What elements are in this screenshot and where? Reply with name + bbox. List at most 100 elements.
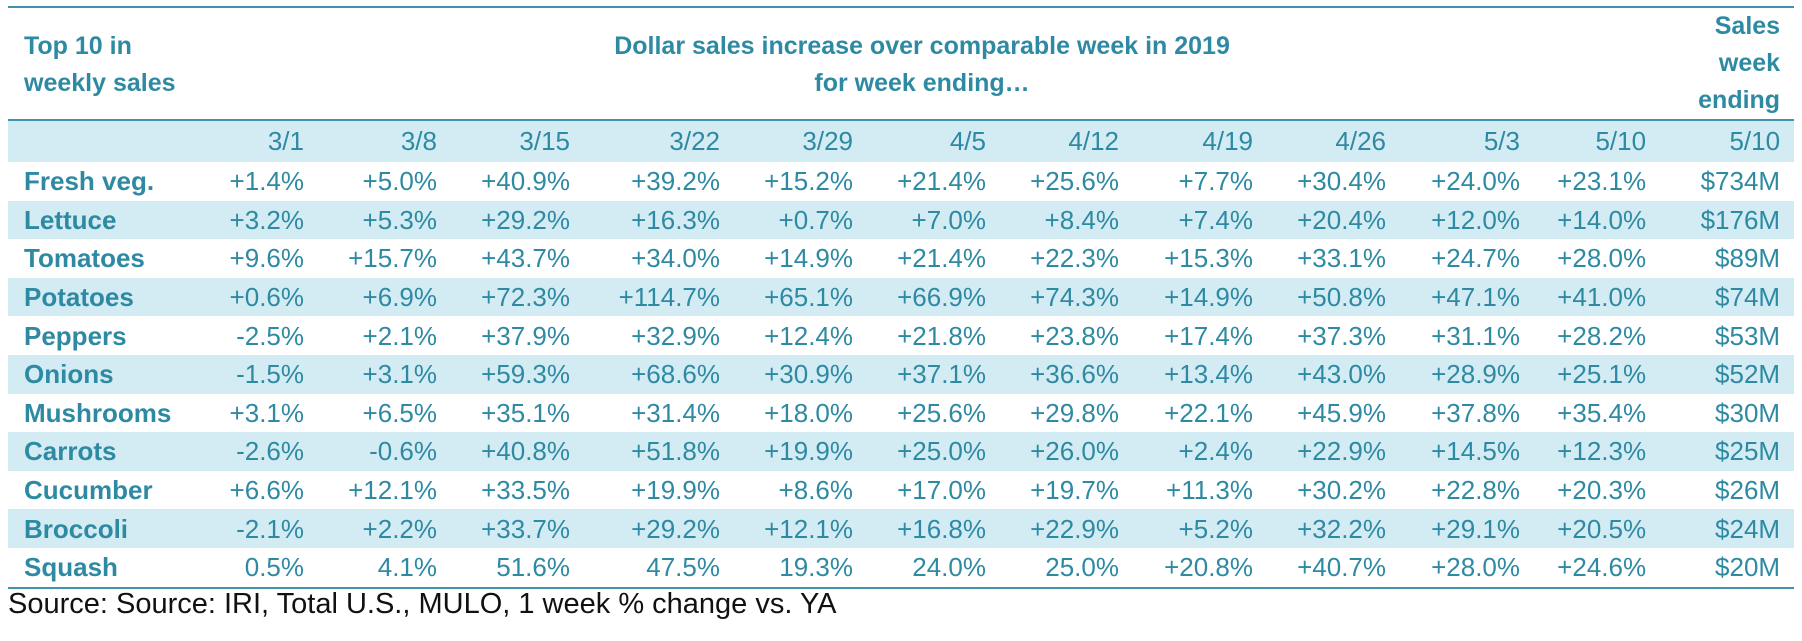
pct-change-cell: 25.0%	[1000, 547, 1133, 589]
table-row: Mushrooms +3.1% +6.5% +35.1% +31.4% +18.0% +25…	[8, 394, 1794, 433]
pct-change-cell: +15.7%	[348, 243, 437, 274]
sales-value-cell: $52M	[1660, 354, 1795, 394]
corner-header-line-2: weekly sales	[24, 69, 176, 97]
sales-week-header-line-3: ending	[1698, 86, 1781, 114]
sales-value-cell: $734M	[1700, 166, 1781, 197]
sales-value-cell: $25M	[1660, 432, 1795, 471]
pct-change-cell: +24.7%	[1431, 243, 1520, 274]
pct-change-cell: +2.4%	[1133, 432, 1267, 471]
week-header-cell: 4/26	[1267, 119, 1400, 162]
pct-change-cell: +20.5%	[1534, 509, 1661, 548]
pct-change-cell: +11.3%	[1166, 475, 1253, 506]
table-row: Tomatoes +9.6% +15.7% +43.7% +34.0% +14.9% +21…	[8, 239, 1794, 278]
pct-change-cell: +33.7%	[451, 509, 584, 548]
week-header-cell: 3/8	[318, 119, 451, 162]
row-label: Squash	[8, 547, 184, 589]
week-header-cell: 4/12	[1000, 119, 1133, 162]
pct-change-cell: +14.9%	[764, 243, 853, 274]
pct-change-cell: +28.2%	[1557, 320, 1647, 351]
pct-change-cell: +30.2%	[1297, 475, 1386, 506]
pct-change-cell: +14.0%	[1534, 200, 1661, 240]
week-header-cell: 5/10	[1534, 119, 1661, 162]
pct-change-cell: +39.2%	[631, 166, 720, 197]
pct-change-cell: +28.0%	[1557, 243, 1647, 274]
pct-change-cell: +6.6%	[229, 475, 304, 506]
sales-value-cell: $176M	[1660, 200, 1795, 240]
sales-week-header-line-1: Sales	[1714, 12, 1781, 40]
pct-change-cell: -2.6%	[184, 432, 318, 471]
pct-change-cell: +7.7%	[1178, 166, 1253, 197]
pct-change-cell: +16.8%	[867, 509, 1000, 548]
table-row: Squash 0.5% 4.1% 51.6% 47.5% 19.3% 24.0% 25.0% +…	[8, 547, 1795, 589]
sales-table-wrapper: Top 10 in weekly sales Dollar sales incr…	[8, 6, 1795, 589]
pct-change-cell: 0.5%	[184, 547, 318, 589]
source-note: Source: Source: IRI, Total U.S., MULO, 1…	[8, 588, 837, 620]
pct-change-cell: +14.5%	[1400, 432, 1534, 471]
pct-change-cell: +21.4%	[897, 243, 986, 274]
pct-change-cell: +29.1%	[1400, 509, 1534, 548]
pct-change-cell: +25.6%	[1030, 166, 1119, 197]
pct-change-cell: +32.2%	[1267, 509, 1400, 548]
pct-change-cell: +3.1%	[229, 397, 304, 428]
pct-change-cell: +37.9%	[481, 320, 570, 351]
pct-change-cell: +65.1%	[734, 277, 867, 317]
weekly-sales-table: Top 10 in weekly sales Dollar sales incr…	[8, 6, 1795, 589]
week-header-cell: 3/15	[451, 119, 584, 162]
pct-change-cell: +21.8%	[897, 320, 986, 351]
pct-change-cell: +8.6%	[778, 475, 853, 506]
pct-change-cell: +14.9%	[1133, 277, 1267, 317]
pct-change-cell: +20.4%	[1267, 200, 1400, 240]
pct-change-cell: +37.8%	[1431, 397, 1520, 428]
week-ending-row: 3/1 3/8 3/15 3/22 3/29 4/5 4/12 4/19 4/2…	[8, 119, 1795, 162]
pct-change-cell: +43.7%	[481, 243, 570, 274]
pct-change-cell: +12.0%	[1400, 200, 1534, 240]
pct-change-cell: +29.8%	[1030, 397, 1119, 428]
pct-change-cell: -2.5%	[236, 320, 304, 351]
row-label: Tomatoes	[24, 243, 145, 274]
pct-change-cell: +28.9%	[1400, 354, 1534, 394]
pct-change-cell: +30.4%	[1297, 166, 1386, 197]
pct-change-cell: +59.3%	[451, 354, 584, 394]
pct-change-cell: +1.4%	[229, 166, 304, 197]
pct-change-cell: +20.8%	[1133, 547, 1267, 589]
week-header-cell: 4/19	[1133, 119, 1267, 162]
pct-change-cell: -2.1%	[184, 509, 318, 548]
sales-value-cell: $24M	[1660, 509, 1795, 548]
pct-change-cell: +22.1%	[1164, 397, 1253, 428]
week-header-cell: 3/29	[734, 119, 867, 162]
pct-change-cell: +24.6%	[1534, 547, 1661, 589]
table-row: Broccoli -2.1% +2.2% +33.7% +29.2% +12.1% +16.…	[8, 509, 1795, 548]
pct-change-cell: +3.2%	[184, 200, 318, 240]
pct-change-cell: +43.0%	[1267, 354, 1400, 394]
corner-header-line-1: Top 10 in	[24, 32, 132, 60]
row-label: Lettuce	[8, 200, 184, 240]
pct-change-cell: +41.0%	[1534, 277, 1661, 317]
pct-change-cell: +5.3%	[318, 200, 451, 240]
pct-change-cell: +29.2%	[451, 200, 584, 240]
pct-change-cell: +19.9%	[734, 432, 867, 471]
row-label: Cucumber	[24, 475, 153, 506]
pct-change-cell: +22.8%	[1431, 475, 1520, 506]
pct-change-cell: -1.5%	[184, 354, 318, 394]
pct-change-cell: +5.0%	[362, 166, 437, 197]
pct-change-cell: +7.4%	[1133, 200, 1267, 240]
dollar-increase-header-line-1: Dollar sales increase over comparable we…	[614, 32, 1230, 60]
pct-change-cell: +17.4%	[1164, 320, 1253, 351]
pct-change-cell: +31.4%	[631, 397, 720, 428]
sales-week-header: Sales week ending	[1660, 6, 1795, 120]
pct-change-cell: +2.1%	[362, 320, 437, 351]
pct-change-cell: +37.3%	[1297, 320, 1386, 351]
pct-change-cell: +50.8%	[1267, 277, 1400, 317]
pct-change-cell: +35.1%	[481, 397, 570, 428]
pct-change-cell: +3.1%	[318, 354, 451, 394]
pct-change-cell: +40.7%	[1267, 547, 1400, 589]
row-label: Potatoes	[8, 277, 184, 317]
table-body: Fresh veg. +1.4% +5.0% +40.9% +39.2% +15.2% +2…	[8, 162, 1795, 589]
table-row: Lettuce +3.2% +5.3% +29.2% +16.3% +0.7% +7.0% +…	[8, 200, 1795, 240]
pct-change-cell: +31.1%	[1431, 320, 1520, 351]
pct-change-cell: +8.4%	[1000, 200, 1133, 240]
pct-change-cell: +25.0%	[867, 432, 1000, 471]
pct-change-cell: 4.1%	[318, 547, 451, 589]
pct-change-cell: +25.1%	[1534, 354, 1661, 394]
sales-value-cell: $89M	[1715, 243, 1781, 274]
